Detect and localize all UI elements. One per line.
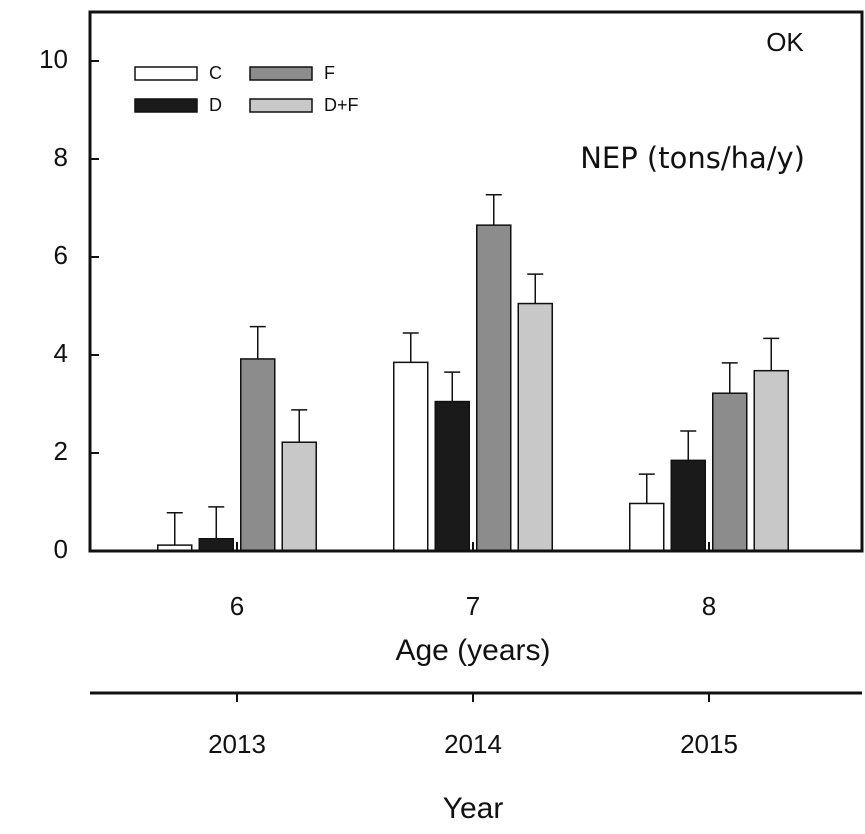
bar [198, 538, 234, 552]
bar [476, 224, 512, 552]
secondary-x-tick-label: 2013 [208, 729, 266, 759]
plot-frame [88, 10, 864, 553]
legend-label: F [324, 63, 335, 83]
y-tick-label: 4 [54, 338, 68, 368]
y-tick-label: 8 [54, 142, 68, 172]
legend-swatch [134, 98, 198, 113]
legend-swatch [249, 98, 313, 113]
bar [434, 400, 470, 552]
x-axis-label: Age (years) [395, 634, 550, 667]
legend-swatch [134, 66, 198, 81]
bar [712, 392, 748, 552]
x-tick-label: 8 [702, 591, 716, 621]
secondary-x-axis-label: Year [443, 792, 504, 825]
bar [629, 502, 665, 552]
x-tick-label: 6 [230, 591, 244, 621]
bar [517, 302, 553, 552]
y-tick-label: 2 [54, 436, 68, 466]
legend-label: D+F [324, 95, 359, 115]
bar [753, 369, 789, 552]
secondary-x-tick-label: 2014 [444, 729, 502, 759]
y-tick-label: 0 [54, 534, 68, 564]
bar [240, 358, 276, 552]
y-tick-label: 6 [54, 240, 68, 270]
bar [281, 441, 317, 552]
x-tick-label: 7 [466, 591, 480, 621]
legend-label: C [209, 63, 222, 83]
bar [393, 361, 429, 552]
y-tick-label: 10 [39, 44, 68, 74]
legend-swatch [249, 66, 313, 81]
bar [670, 459, 706, 552]
annotation: OK [766, 27, 804, 57]
secondary-x-tick-label: 2015 [680, 729, 738, 759]
annotation: NEP (tons/ha/y) [580, 141, 805, 175]
legend-label: D [209, 95, 222, 115]
